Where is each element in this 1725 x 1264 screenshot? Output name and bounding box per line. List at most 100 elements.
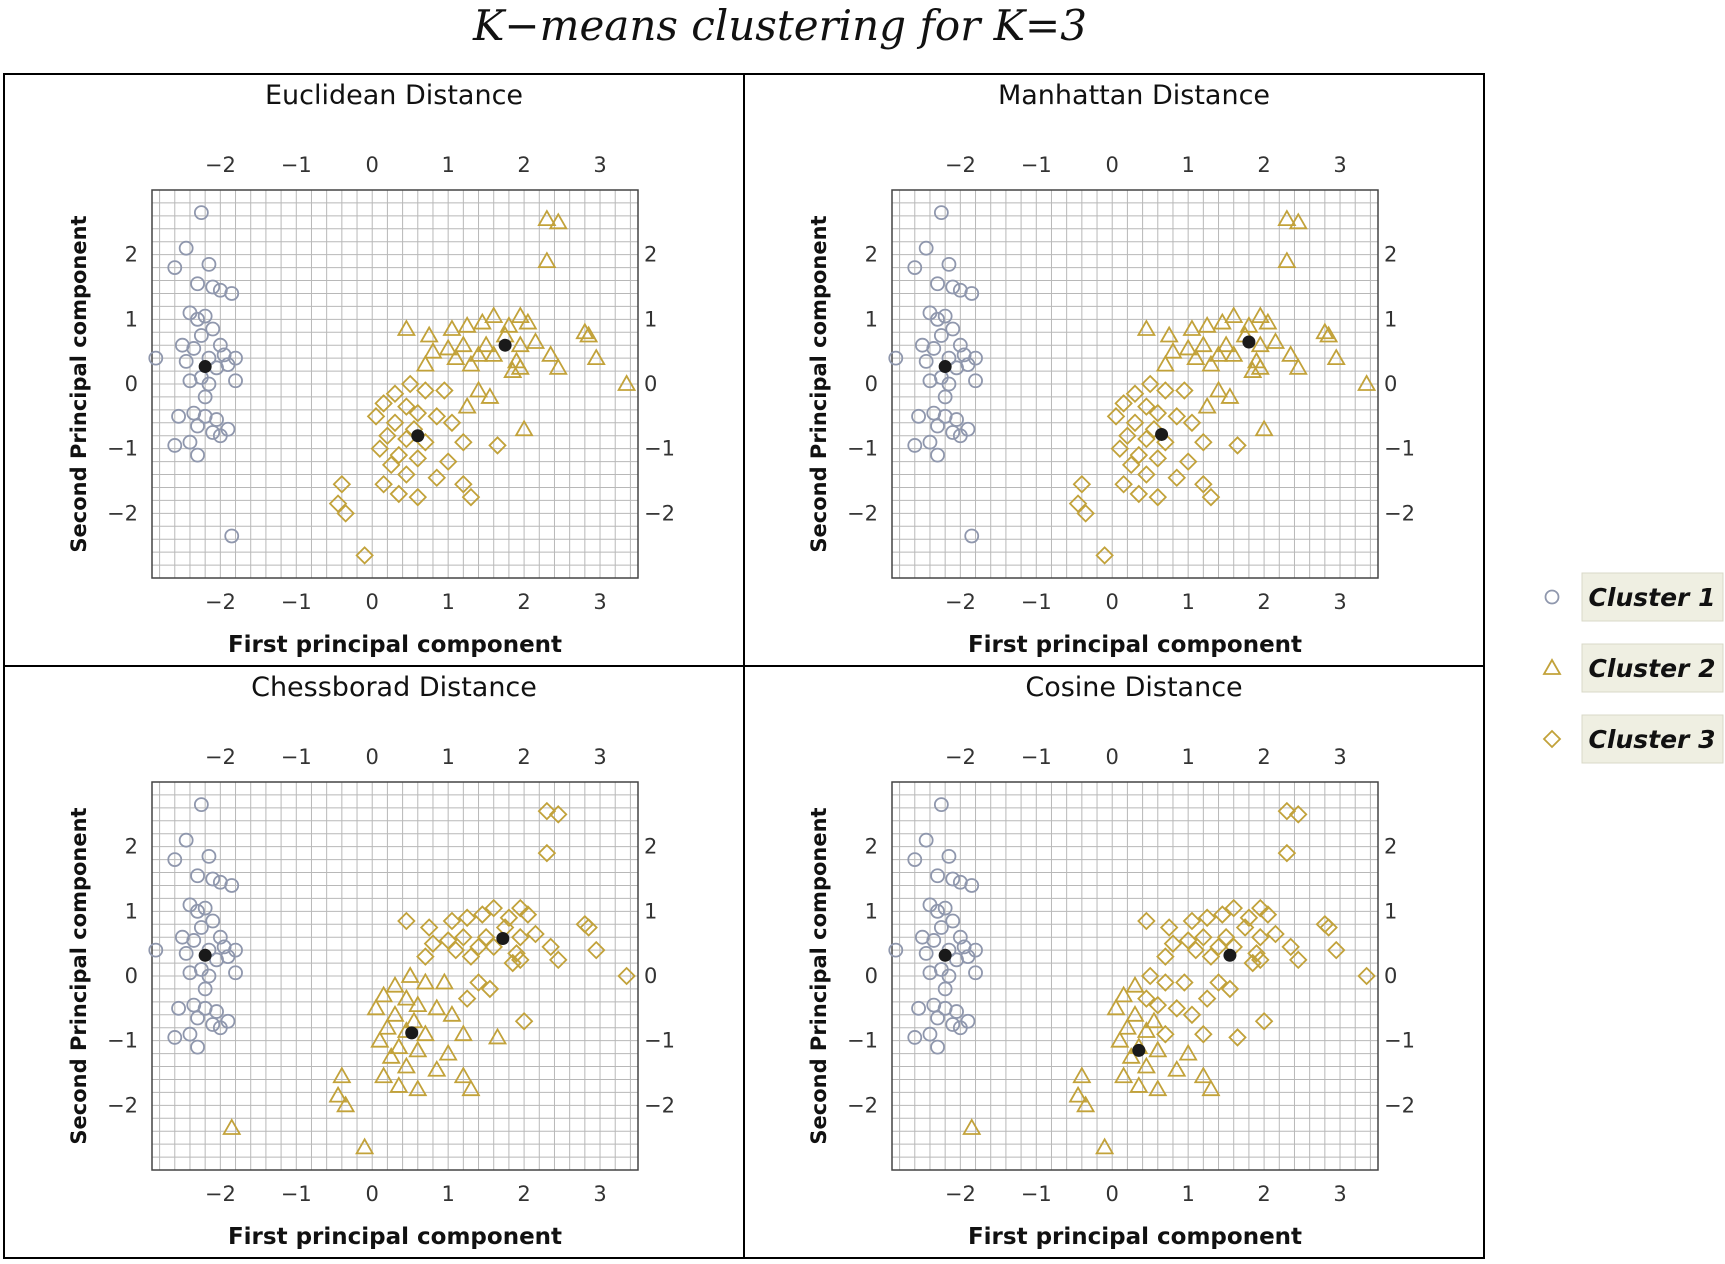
data-point-triangle: [1072, 1066, 1092, 1084]
data-point-triangle: [1148, 1079, 1168, 1097]
data-point-diamond: [454, 927, 473, 947]
centroid-point: [411, 429, 425, 443]
data-point-triangle: [962, 1118, 982, 1135]
data-point-diamond: [1156, 1024, 1175, 1044]
series-cluster-1: [888, 205, 983, 544]
data-point-circle: [178, 353, 194, 369]
data-point-diamond: [1156, 381, 1175, 400]
y-tick-label-right: 0: [644, 964, 657, 988]
x-tick-label-bottom: 3: [1333, 1182, 1346, 1206]
data-point-triangle: [1163, 341, 1183, 359]
data-point-triangle: [487, 1027, 508, 1045]
data-point-diamond: [469, 937, 488, 957]
data-point-circle: [148, 942, 164, 958]
data-point-diamond: [1213, 905, 1232, 924]
data-point-triangle: [222, 1118, 242, 1135]
data-point-diamond: [1140, 374, 1160, 394]
data-point-circle: [190, 311, 205, 327]
data-point-triangle: [1281, 345, 1301, 362]
panel-euclidean: Euclidean Distance −2 −2 −1 −1 0 0 1 1 2 2 3 3 −2 −2 −1…: [3, 73, 745, 667]
data-point-circle: [212, 428, 228, 444]
data-point-diamond: [1194, 474, 1213, 494]
panel-manhattan: Manhattan Distance −2 −2 −1 −1 0 0 1 1 2 2 3 3 −2 −2 −1…: [743, 73, 1485, 667]
data-point-circle: [945, 425, 961, 440]
data-point-diamond: [1167, 468, 1187, 488]
legend-label-box: [1581, 714, 1724, 764]
data-point-triangle: [1224, 345, 1244, 362]
data-point-diamond: [1144, 419, 1164, 439]
x-tick-label-bottom: −1: [281, 590, 312, 614]
data-point-diamond: [1175, 381, 1194, 400]
data-point-circle: [952, 1020, 968, 1036]
data-point-circle: [205, 1017, 221, 1032]
data-point-diamond: [488, 436, 507, 455]
data-point-circle: [937, 981, 953, 997]
data-point-circle: [201, 256, 217, 272]
data-point-triangle: [1159, 325, 1179, 343]
data-point-triangle: [1254, 419, 1274, 437]
data-point-diamond: [1137, 989, 1156, 1008]
x-tick-label-bottom: −2: [205, 590, 236, 614]
data-point-triangle: [381, 1047, 401, 1064]
data-point-circle: [945, 1017, 961, 1032]
centroid-point: [938, 360, 952, 374]
data-point-diamond: [1182, 1005, 1202, 1025]
data-point-triangle: [446, 348, 466, 366]
data-point-circle: [930, 1010, 945, 1026]
series-centroids: [198, 931, 510, 1040]
data-point-circle: [209, 952, 224, 968]
data-point-circle: [952, 929, 968, 945]
data-point-diamond: [1288, 950, 1308, 970]
data-point-triangle: [476, 335, 496, 353]
y-tick-label-right: 2: [1384, 835, 1397, 859]
data-point-circle: [926, 341, 942, 356]
data-point-triangle: [1197, 315, 1217, 333]
data-point-triangle: [1193, 335, 1213, 353]
data-point-diamond: [1121, 455, 1141, 475]
data-point-diamond: [1247, 944, 1266, 963]
legend-diamond-icon: [1542, 729, 1562, 749]
x-tick-label-top: −1: [1021, 745, 1052, 769]
x-tick-label-top: 0: [1106, 153, 1119, 177]
data-point-diamond: [1148, 449, 1168, 468]
data-point-circle: [911, 1000, 926, 1016]
panel-title: Chessborad Distance: [251, 672, 537, 703]
series-cluster-3: [397, 801, 636, 1031]
data-point-triangle: [461, 354, 481, 372]
data-point-circle: [907, 260, 923, 276]
grid: [152, 782, 638, 1170]
data-point-triangle: [1250, 358, 1270, 375]
panel-title: Manhattan Distance: [998, 80, 1270, 111]
series-cluster-1: [148, 205, 243, 544]
panels-group: Euclidean Distance −2 −2 −1 −1 0 0 1 1 2 2 3 3 −2 −2 −1…: [3, 73, 1485, 1259]
data-point-diamond: [1178, 931, 1198, 950]
data-point-diamond: [1175, 973, 1194, 992]
data-point-triangle: [1277, 251, 1297, 269]
data-point-circle: [167, 852, 183, 867]
legend-label: Cluster 1: [1589, 583, 1716, 612]
y-tick-label-right: 1: [644, 899, 657, 923]
series-cluster-2: [396, 209, 637, 437]
data-point-circle: [952, 428, 968, 444]
plot-frame: [891, 781, 1379, 1171]
data-point-diamond: [1072, 474, 1092, 494]
legend-label: Cluster 3: [1589, 725, 1716, 754]
y-tick-label-right: −2: [1384, 1093, 1415, 1117]
data-point-diamond: [1148, 487, 1168, 507]
data-point-triangle: [537, 251, 557, 269]
data-point-triangle: [468, 345, 489, 362]
data-point-diamond: [1266, 924, 1285, 944]
data-point-circle: [941, 968, 957, 984]
data-point-triangle: [328, 1085, 348, 1103]
data-point-diamond: [385, 384, 405, 403]
data-point-triangle: [1167, 1059, 1187, 1077]
data-point-triangle: [457, 396, 477, 414]
x-tick-label-bottom: −1: [281, 1182, 312, 1206]
data-point-triangle: [510, 358, 530, 375]
x-tick-label-bottom: 2: [517, 590, 530, 614]
data-point-diamond: [1182, 911, 1202, 931]
data-point-triangle: [480, 387, 500, 404]
data-point-triangle: [1121, 1047, 1141, 1064]
data-point-diamond: [1137, 465, 1156, 484]
data-point-diamond: [507, 944, 526, 963]
